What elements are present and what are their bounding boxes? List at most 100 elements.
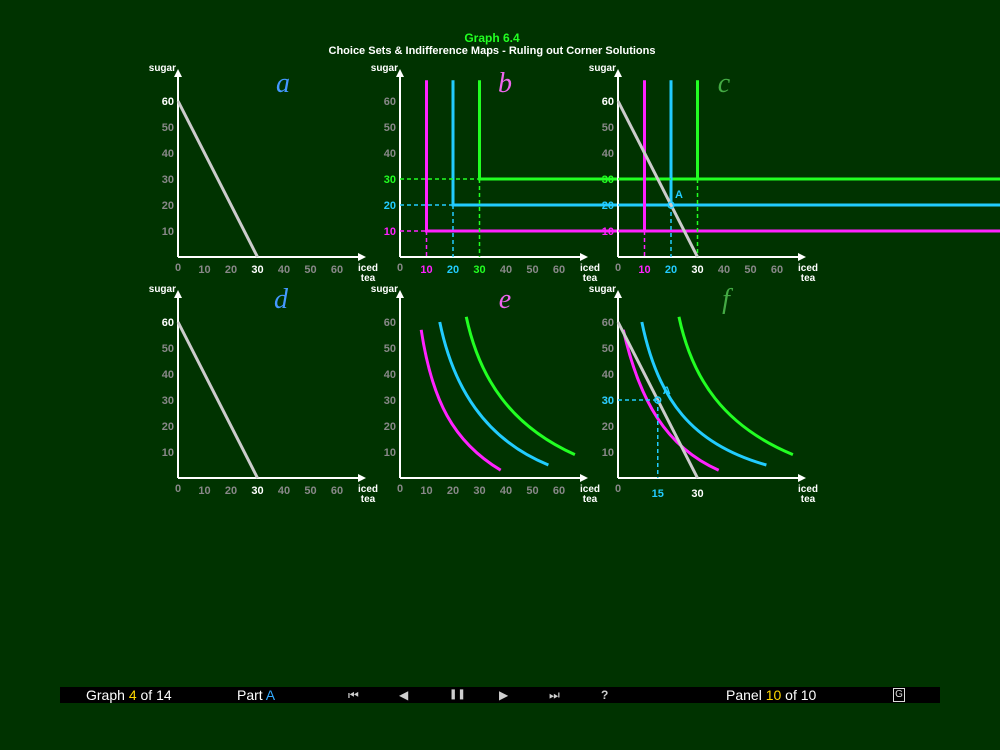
x-axis-arrow [358,474,366,482]
x-tick-label: 0 [397,262,403,274]
y-axis-label: sugar [149,63,176,74]
y-axis-arrow [396,290,404,298]
optimal-point [654,396,662,404]
y-tick-label: 30 [602,174,614,186]
y-tick-label: 20 [162,421,174,433]
x-tick-label: 30 [251,485,263,497]
panel-counter-suffix: of 10 [781,687,817,703]
x-tick-label: 10 [198,264,210,276]
graph-counter-prefix: Graph [86,687,129,703]
indifference-curve [677,316,794,456]
y-tick-label: 50 [384,122,396,134]
y-tick-label: 30 [602,395,614,407]
x-tick-label: 50 [304,485,316,497]
navigation-bar: Graph 4 of 14 Part A ⏮ ◀ ❚❚ ▶ ⏭ ? Panel … [60,687,940,703]
skip-start-icon: ⏮ [348,688,359,702]
x-axis-label: tea [361,273,376,284]
y-tick-label: 50 [384,343,396,355]
y-tick-label: 50 [162,343,174,355]
panel-letter: c [718,68,731,99]
panel-letter: e [499,284,511,315]
x-tick-label: 10 [198,485,210,497]
x-tick-label: 50 [526,264,538,276]
y-tick-label: 30 [384,174,396,186]
next-icon: ▶ [499,688,509,702]
graph-title: Graph 6.4 [464,31,520,45]
x-axis-label: iced [798,484,818,495]
part-indicator: Part A [237,687,275,703]
x-tick-label: 40 [278,485,290,497]
y-tick-label: 50 [602,343,614,355]
graph-counter: Graph 4 of 14 [86,687,172,703]
indifference-curve [464,316,576,456]
pause-button[interactable]: ❚❚ [449,687,466,703]
x-axis-label: iced [358,263,378,274]
y-tick-label: 20 [384,421,396,433]
x-tick-label: 60 [553,264,565,276]
y-axis-arrow [614,69,622,77]
x-tick-label: 0 [175,262,181,274]
y-axis-label: sugar [371,284,398,295]
y-tick-label: 10 [602,226,614,238]
panel-number: 10 [765,687,782,703]
indifference-curve [696,80,1000,181]
y-tick-label: 10 [602,447,614,459]
x-tick-label: 30 [691,264,703,276]
x-tick-label: 50 [526,485,538,497]
x-tick-label: 10 [638,264,650,276]
x-tick-label: 30 [251,264,263,276]
y-tick-label: 40 [162,148,174,160]
x-tick-label: 50 [304,264,316,276]
y-tick-label: 20 [162,200,174,212]
graph-counter-suffix: of 14 [136,687,172,703]
budget-line [176,321,259,479]
prev-icon: ◀ [399,688,409,702]
x-tick-label: 20 [447,485,459,497]
y-tick-label: 20 [602,421,614,433]
help-button[interactable]: ? [601,687,608,703]
x-tick-label: 0 [397,483,403,495]
x-tick-label: 40 [278,264,290,276]
x-tick-label: 20 [225,485,237,497]
panel-letter: f [722,284,733,315]
y-tick-label: 40 [602,148,614,160]
y-tick-label: 60 [384,96,396,108]
last-panel-button[interactable]: ⏭ [549,687,560,703]
x-axis-label: tea [583,273,598,284]
pause-icon: ❚❚ [449,689,466,700]
y-tick-label: 30 [602,395,614,407]
x-axis-arrow [798,253,806,261]
y-axis-arrow [396,69,404,77]
point-label: A [663,385,671,397]
previous-panel-button[interactable]: ◀ [399,687,408,703]
first-panel-button[interactable]: ⏮ [348,687,359,703]
x-tick-label: 20 [225,264,237,276]
x-axis-label: tea [801,494,816,505]
indifference-curve [438,321,549,467]
panel-counter-prefix: Panel [726,687,766,703]
graph-subtitle: Choice Sets & Indifference Maps - Ruling… [329,45,656,57]
panel-letter: d [274,284,289,315]
indifference-curve [640,321,767,467]
y-axis-label: sugar [589,63,616,74]
y-tick-label: 60 [162,96,174,108]
glossary-button[interactable]: G [893,688,905,702]
y-axis-arrow [174,290,182,298]
panel-letter: b [498,68,512,99]
graph-number: 4 [128,687,137,703]
indifference-curve [478,80,798,181]
x-axis-label: iced [358,484,378,495]
x-tick-label: 60 [331,264,343,276]
next-panel-button[interactable]: ▶ [499,687,508,703]
y-axis-arrow [614,290,622,298]
y-tick-label: 20 [384,200,396,212]
y-tick-label: 40 [384,369,396,381]
indifference-curve [419,329,502,472]
x-tick-label: 10 [420,264,432,276]
part-letter: A [265,687,276,703]
x-tick-label: 40 [718,264,730,276]
y-tick-label: 40 [384,148,396,160]
x-tick-label: 0 [615,483,621,495]
